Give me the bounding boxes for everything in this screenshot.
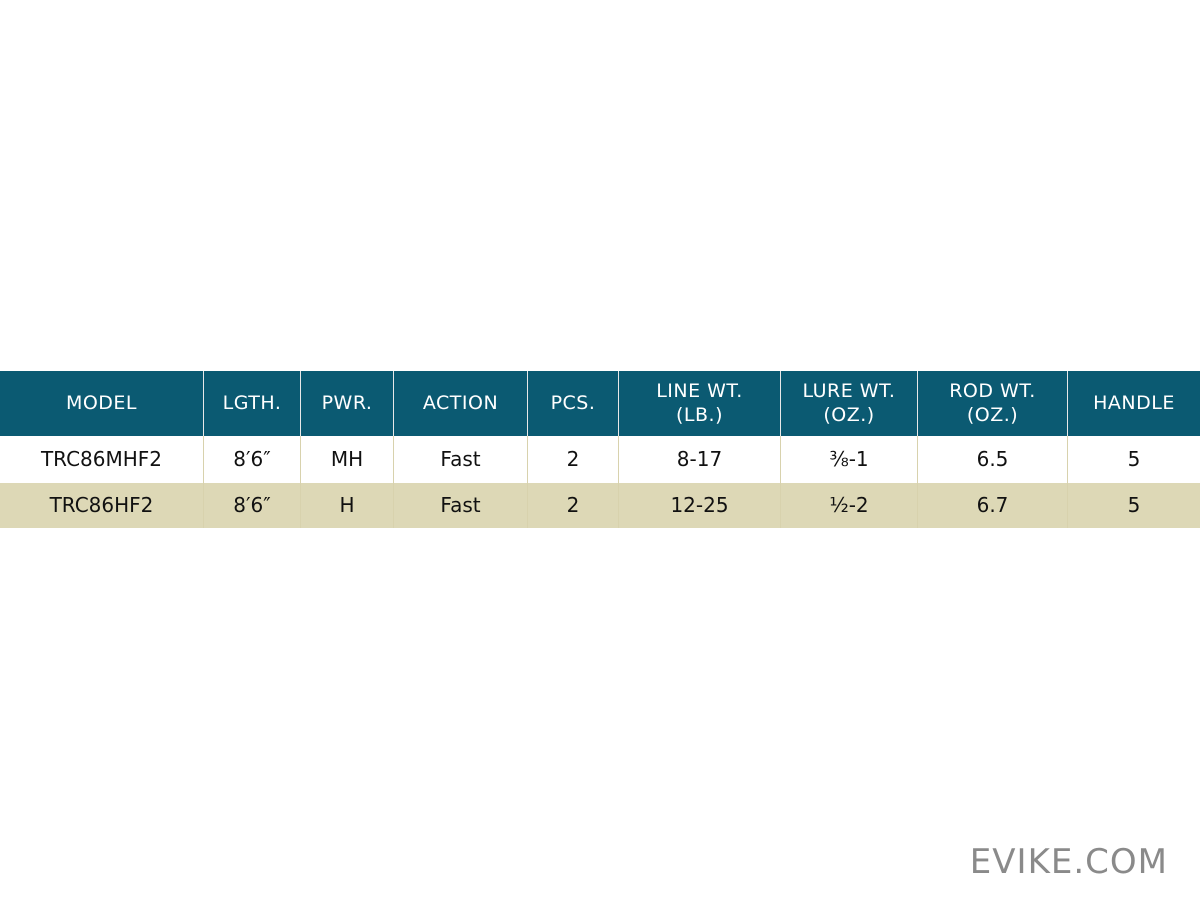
watermark: EVIKE.COM (969, 842, 1168, 882)
table-cell: 8-17 (618, 436, 780, 483)
table-cell: 8′6″ (203, 436, 300, 483)
header-text: LURE WT. (802, 379, 896, 402)
header-cell: PWR. (300, 371, 393, 436)
table-cell: ½-2 (780, 483, 917, 528)
table-cell: 6.5 (917, 436, 1067, 483)
header-cell: HANDLE (1067, 371, 1200, 436)
table-row: TRC86HF2 8′6″ H Fast 2 12-25 ½-2 6.7 5 (0, 483, 1200, 528)
header-cell: ACTION (393, 371, 527, 436)
header-cell: LINE WT. (LB.) (618, 371, 780, 436)
header-text: LINE WT. (656, 379, 743, 402)
header-text: ROD WT. (949, 379, 1036, 402)
header-text: (LB.) (676, 403, 723, 426)
header-text: HANDLE (1093, 391, 1175, 414)
header-text: ACTION (422, 391, 499, 414)
header-text: PWR. (321, 391, 373, 414)
table-cell: 5 (1067, 436, 1200, 483)
table-cell: Fast (393, 483, 527, 528)
table-cell: H (300, 483, 393, 528)
table-cell: TRC86HF2 (49, 493, 154, 517)
table-cell: ⅜-1 (780, 436, 917, 483)
table-cell: Fast (393, 436, 527, 483)
table-cell: TRC86MHF2 (40, 447, 163, 471)
table-cell: 12-25 (618, 483, 780, 528)
table-cell: 2 (527, 483, 618, 528)
header-cell: LGTH. (203, 371, 300, 436)
header-text: MODEL (65, 391, 138, 414)
table-cell: 8′6″ (203, 483, 300, 528)
header-cell: LURE WT. (OZ.) (780, 371, 917, 436)
header-cell: MODEL (0, 371, 203, 436)
table-cell: MH (300, 436, 393, 483)
header-text: PCS. (550, 391, 596, 414)
header-text: LGTH. (222, 391, 282, 414)
header-cell: ROD WT. (OZ.) (917, 371, 1067, 436)
table-cell: 6.7 (917, 483, 1067, 528)
table-row: TRC86MHF2 8′6″ MH Fast 2 8-17 ⅜-1 6.5 5 (0, 436, 1200, 483)
header-text: (OZ.) (966, 403, 1019, 426)
table-cell: 2 (527, 436, 618, 483)
header-cell: PCS. (527, 371, 618, 436)
header-row: MODEL LGTH. PWR. ACTION PCS. LINE WT. (LB.) LUR… (0, 371, 1200, 436)
header-text: (OZ.) (823, 403, 875, 426)
table-cell: 5 (1067, 483, 1200, 528)
